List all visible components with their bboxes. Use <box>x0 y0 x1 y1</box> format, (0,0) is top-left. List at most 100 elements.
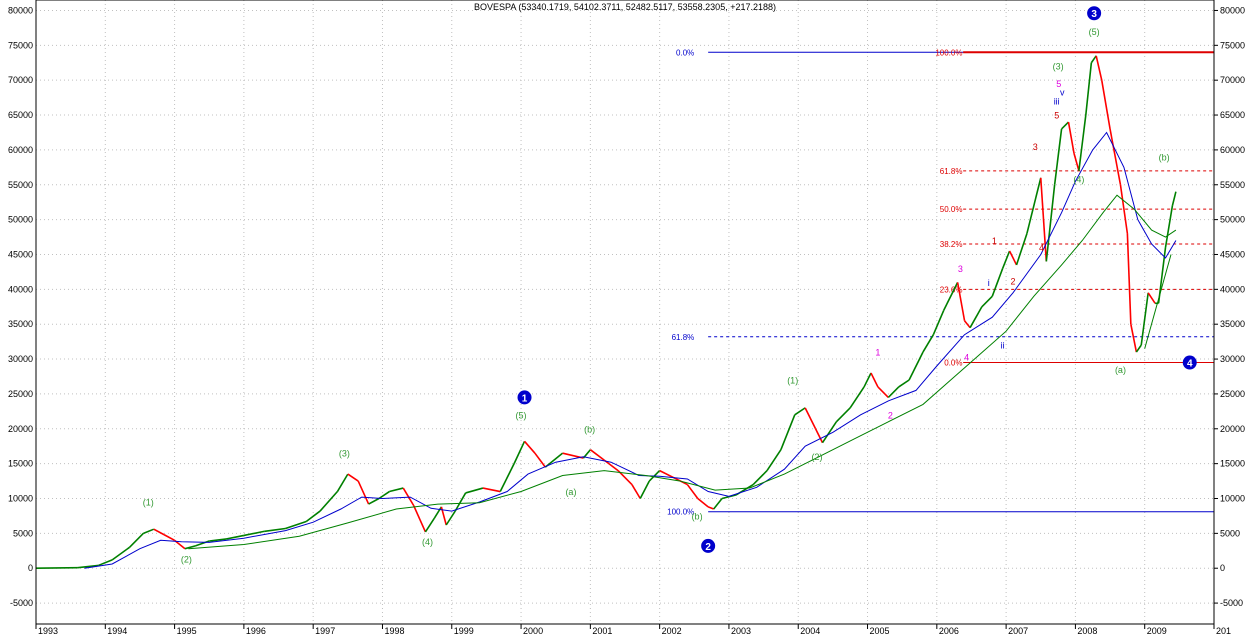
price-segment <box>877 386 889 398</box>
wave-label: (b) <box>1159 152 1170 162</box>
y-tick-label-right: 35000 <box>1220 319 1245 329</box>
price-segment <box>780 414 796 450</box>
wave-label: (2) <box>811 452 822 462</box>
wave-labels: (1) (2) (3) (4) (5) (b) (a) (b) (1) (2) (3) (4) (5) (… <box>143 6 1197 565</box>
x-tick-label: 2005 <box>870 626 890 636</box>
wave-label: 3 <box>958 264 963 274</box>
price-segment <box>1164 205 1174 248</box>
x-tick-label: 2009 <box>1147 626 1167 636</box>
y-tick-label-right: 55000 <box>1220 180 1245 190</box>
price-segment <box>794 407 806 416</box>
y-tick-label-left: 55000 <box>8 180 33 190</box>
price-segment <box>128 532 144 548</box>
y-tick-label-right: 30000 <box>1220 354 1245 364</box>
circled-wave-number: 3 <box>1091 9 1097 20</box>
price-segment <box>849 386 865 409</box>
y-tick-label-left: 20000 <box>8 424 33 434</box>
y-tick-label-left: 10000 <box>8 494 33 504</box>
series-layer <box>35 55 1177 570</box>
circled-wave-number: 2 <box>705 542 711 553</box>
price-segment <box>544 452 564 468</box>
price-segment <box>433 506 443 519</box>
wave-label: (1) <box>143 497 154 507</box>
y-tick-label-right: 10000 <box>1220 494 1245 504</box>
x-tick-label: 1994 <box>107 626 127 636</box>
circled-wave-marker <box>701 538 716 553</box>
wave-label: 2 <box>1011 276 1016 286</box>
x-tick-label: 1993 <box>38 626 58 636</box>
price-segment <box>1001 250 1011 269</box>
wave-label: (b) <box>692 511 703 521</box>
wave-label: 4 <box>964 352 969 362</box>
y-tick-label-left: 5000 <box>13 528 33 538</box>
price-segment <box>499 463 515 492</box>
x-tick-label: 201 <box>1216 626 1231 636</box>
price-segment <box>898 379 910 388</box>
y-tick-label-left: 15000 <box>8 459 33 469</box>
price-segment <box>1067 121 1075 154</box>
x-tick-label: 2002 <box>662 626 682 636</box>
price-segment <box>922 334 935 353</box>
fib-minor-label: 23.6% <box>940 285 963 294</box>
price-segment <box>659 469 674 479</box>
price-segment <box>835 407 851 423</box>
price-segment <box>243 530 265 537</box>
wave-label: ii <box>1001 341 1005 351</box>
circled-wave-number: 1 <box>522 393 528 404</box>
wave-label: (5) <box>516 410 527 420</box>
price-segment <box>1053 128 1063 185</box>
price-segment <box>513 440 526 464</box>
circled-wave-label: 3 <box>1087 6 1102 21</box>
y-tick-label-right: 45000 <box>1220 249 1245 259</box>
price-segment <box>534 452 546 468</box>
x-tick-label: 2008 <box>1077 626 1097 636</box>
price-segment <box>264 527 286 533</box>
circled-wave-label: 1 <box>517 390 532 405</box>
wave-label: (5) <box>1089 27 1100 37</box>
price-segment <box>887 386 900 398</box>
fib-minor-label: 50.0% <box>940 205 963 214</box>
price-segment <box>1078 114 1087 171</box>
y-tick-label-right: 20000 <box>1220 424 1245 434</box>
price-segment <box>357 480 370 505</box>
price-segment <box>963 320 971 329</box>
y-tick-label-left: 80000 <box>8 5 33 15</box>
price-segment <box>752 470 768 486</box>
y-tick-label-right: 60000 <box>1220 145 1245 155</box>
price-segment <box>347 473 359 482</box>
price-segment <box>589 449 605 461</box>
price-segment <box>226 534 245 540</box>
price-segment <box>305 510 321 523</box>
fib-minor-label: 61.8% <box>940 167 963 176</box>
price-segment <box>1095 55 1103 81</box>
y-tick-label-left: 45000 <box>8 249 33 259</box>
plot-frame <box>35 0 1215 625</box>
y-tick-label-right: 25000 <box>1220 389 1245 399</box>
y-tick-label-left: 35000 <box>8 319 33 329</box>
wave-label: 5 <box>1056 79 1061 89</box>
wave-label: (2) <box>181 555 192 565</box>
wave-label: (a) <box>565 487 576 497</box>
fib-minor-label: 38.2% <box>940 240 963 249</box>
y-tick-label-right: 0 <box>1220 563 1225 573</box>
price-segment <box>713 498 723 510</box>
x-tick-label: 2006 <box>939 626 959 636</box>
price-segment <box>821 421 838 444</box>
circled-wave-label: 4 <box>1182 355 1197 370</box>
wave-label: (4) <box>422 537 433 547</box>
grid <box>35 0 1215 624</box>
price-segment <box>969 306 983 329</box>
price-segment <box>932 309 945 335</box>
x-tick-label: 2003 <box>731 626 751 636</box>
circled-wave-marker <box>1087 6 1102 21</box>
price-segment <box>863 372 872 388</box>
price-segment <box>631 484 641 499</box>
y-tick-label-right: 15000 <box>1220 459 1245 469</box>
chart-title: BOVESPA (53340.1719, 54102.3711, 52482.5… <box>474 2 776 12</box>
price-segment <box>1119 184 1129 234</box>
price-segment <box>445 510 456 526</box>
price-segment <box>981 295 993 308</box>
x-tick-label: 1999 <box>454 626 474 636</box>
x-tick-label: 2004 <box>800 626 820 636</box>
